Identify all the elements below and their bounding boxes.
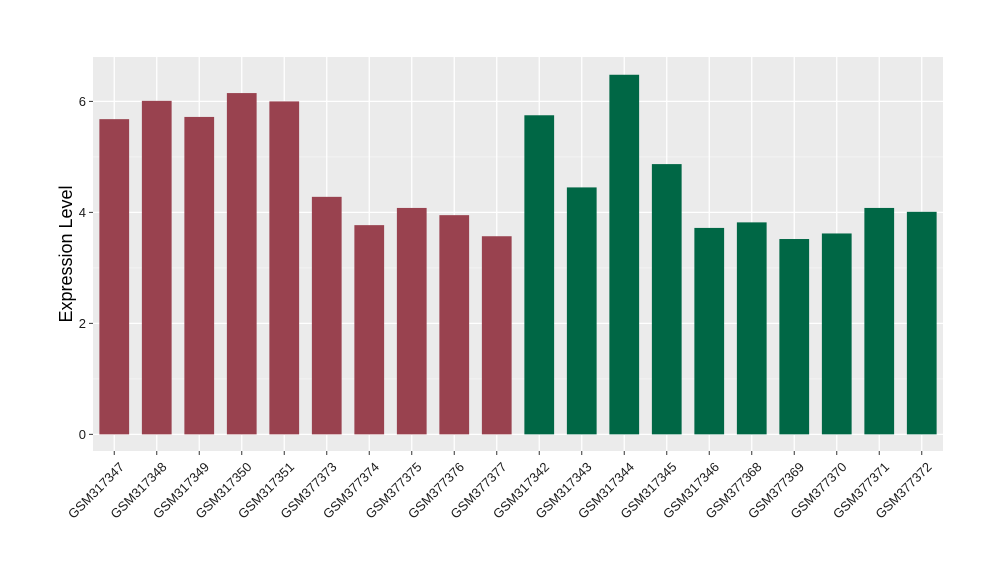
bar-GSM377374	[354, 225, 385, 435]
y-axis: 0 2 4 6	[79, 94, 93, 442]
y-tick-label: 2	[79, 316, 86, 331]
plot-panel	[93, 57, 943, 451]
y-axis-title: Expression Level	[56, 185, 76, 322]
bar-GSM317343	[566, 187, 597, 435]
bar-GSM317345	[651, 164, 682, 435]
bar-GSM377375	[396, 207, 427, 435]
bar-GSM317349	[184, 116, 215, 435]
y-tick-label: 4	[79, 205, 86, 220]
bar-GSM377373	[311, 196, 342, 435]
bar-GSM377368	[736, 222, 767, 435]
bars-layer	[99, 74, 937, 435]
bar-GSM377376	[439, 215, 470, 435]
y-tick-label: 0	[79, 427, 86, 442]
bar-GSM317342	[524, 115, 555, 435]
bar-GSM317348	[141, 100, 172, 435]
y-tick-label: 6	[79, 94, 86, 109]
bar-GSM317351	[269, 101, 300, 435]
bar-GSM317346	[694, 227, 725, 435]
x-axis: GSM317347GSM317348GSM317349GSM317350GSM3…	[65, 451, 935, 522]
bar-GSM317350	[226, 93, 257, 435]
bar-GSM377371	[864, 207, 895, 435]
bar-GSM317347	[99, 119, 130, 435]
bar-GSM377372	[906, 211, 937, 435]
bar-GSM377377	[481, 236, 512, 435]
bar-GSM317344	[609, 74, 640, 435]
bar-GSM377370	[821, 233, 852, 435]
bar-GSM377369	[779, 239, 810, 435]
